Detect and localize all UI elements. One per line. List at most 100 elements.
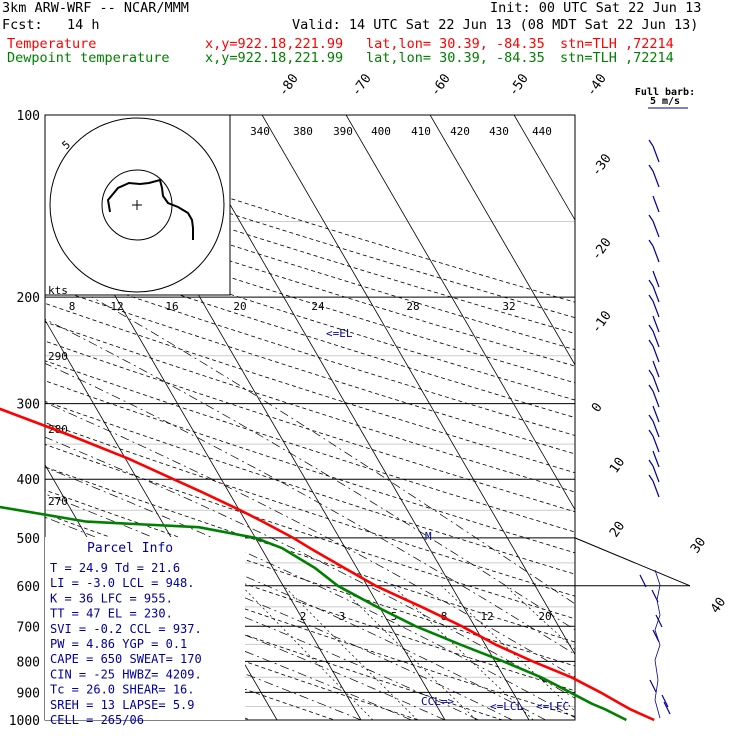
el-marker: <=EL xyxy=(326,327,353,340)
dewpoint-xy: x,y=922.18,221.99 xyxy=(205,50,344,66)
wind-barb xyxy=(652,450,660,468)
wind-barb xyxy=(652,315,660,333)
parcel-info-line: LI = -3.0 LCL = 948. xyxy=(50,576,195,590)
temperature-tick-label: 20 xyxy=(607,519,628,540)
parcel-box xyxy=(45,537,245,720)
dewpoint-legend-label: Dewpoint temperature xyxy=(7,50,170,66)
pressure-tick-label: 900 xyxy=(17,686,40,701)
model-title: 3km ARW-WRF -- NCAR/MMM xyxy=(2,0,189,16)
theta-label: 440 xyxy=(532,125,552,138)
wind-barb-feather xyxy=(648,279,654,287)
wind-barb-feather xyxy=(648,294,654,302)
temperature-line xyxy=(0,407,655,722)
wind-barb xyxy=(652,480,660,498)
barb-legend-title: Full barb: xyxy=(635,87,695,98)
mixing-ratio-label: 20 xyxy=(538,610,551,623)
dry-adiabat-line xyxy=(45,321,575,493)
ccl-marker: CCL=> xyxy=(421,695,454,708)
temperature-tick-label: 40 xyxy=(708,595,729,616)
wind-barb xyxy=(652,195,660,213)
wind-barb xyxy=(652,300,660,318)
wind-barb xyxy=(652,330,660,348)
parcel-title: Parcel Info xyxy=(87,541,173,556)
parcel-info-line: TT = 47 EL = 230. xyxy=(50,607,173,621)
wind-barb xyxy=(652,220,660,238)
parcel-info-line: Tc = 26.0 SHEAR= 16. xyxy=(50,683,195,697)
mixing-ratio-label: 2 xyxy=(300,610,307,623)
parcel-info-line: CAPE = 650 SWEAT= 170 xyxy=(50,652,202,666)
dry-adiabat-line xyxy=(45,466,575,643)
pressure-tick-label: 400 xyxy=(17,473,40,488)
theta-label: 420 xyxy=(450,125,470,138)
lfc-marker: <=LFC xyxy=(536,700,569,713)
wind-barb-feather xyxy=(648,474,654,482)
pressure-tick-label: 1000 xyxy=(9,714,40,729)
temperature-xy: x,y=922.18,221.99 xyxy=(205,36,344,52)
wind-barb-feather xyxy=(648,164,654,172)
temperature-tick-label: -40 xyxy=(584,71,610,99)
parcel-info-line: SVI = -0.2 CCL = 937. xyxy=(50,622,202,636)
mixing-ratio-line xyxy=(338,585,477,720)
dewpoint-station: stn=TLH ,72214 xyxy=(560,50,674,66)
wind-barb xyxy=(649,679,657,693)
theta-e-label: 16 xyxy=(165,300,178,313)
pressure-tick-label: 200 xyxy=(17,291,40,306)
valid-time: Valid: 14 UTC Sat 22 Jun 13 (08 MDT Sat … xyxy=(292,17,699,33)
theta-label: 400 xyxy=(371,125,391,138)
dry-adiabat-line xyxy=(45,489,575,667)
temperature-tick-label: -30 xyxy=(589,151,615,179)
theta-e-label: 12 xyxy=(110,300,123,313)
theta-e-label: 24 xyxy=(311,300,325,313)
theta-label: 430 xyxy=(489,125,509,138)
dry-adiabat-line xyxy=(45,249,575,419)
isotherm-line xyxy=(345,115,575,511)
theta-e-label: 28 xyxy=(406,300,419,313)
theta-label: 340 xyxy=(250,125,270,138)
wind-barb-feather xyxy=(648,214,654,222)
wind-barb xyxy=(652,405,660,423)
mixing-ratio-line xyxy=(241,585,374,720)
theta-e-label: 8 xyxy=(69,300,76,313)
m-marker: M xyxy=(425,530,432,543)
isotherm-line xyxy=(429,115,575,366)
theta-label: 380 xyxy=(293,125,313,138)
wind-barb xyxy=(652,465,660,483)
dry-adiabat-line xyxy=(45,284,575,455)
mixing-ratio-label: 12 xyxy=(480,610,493,623)
wind-barb xyxy=(652,145,660,163)
wind-staff-line xyxy=(654,569,661,719)
dry-adiabat-line xyxy=(45,267,575,436)
temperature-tick-label: 30 xyxy=(688,535,709,556)
wind-barb xyxy=(652,360,660,378)
pressure-tick-label: 300 xyxy=(17,398,40,413)
parcel-info-line: PW = 4.86 YGP = 0.1 xyxy=(50,637,187,651)
wind-barb xyxy=(652,170,660,188)
temperature-tick-label: -50 xyxy=(506,71,532,99)
temperature-tick-label: -20 xyxy=(589,235,615,263)
forecast-hour: Fcst: 14 h xyxy=(2,17,100,33)
wind-barb-feather xyxy=(648,369,654,377)
wind-barb xyxy=(652,345,660,363)
wind-barb xyxy=(652,420,660,438)
wind-barb xyxy=(639,574,647,588)
moist-adiabat-line xyxy=(45,537,479,720)
temperature-legend-label: Temperature xyxy=(7,36,97,52)
temperature-latlon: lat,lon= 30.39, -84.35 xyxy=(366,36,545,52)
dry-adiabat-line xyxy=(45,302,575,474)
pressure-tick-label: 600 xyxy=(17,580,40,595)
temperature-tick-label: 0 xyxy=(589,400,606,415)
pressure-tick-label: 700 xyxy=(17,620,40,635)
mixing-ratio-label: 3 xyxy=(339,610,346,623)
theta-e-label: 32 xyxy=(502,300,515,313)
temperature-tick-label: -80 xyxy=(276,71,302,99)
hodograph-kts-label: kts xyxy=(48,284,68,297)
theta-left-label: 290 xyxy=(48,350,68,363)
wind-barb xyxy=(652,375,660,393)
wind-barb xyxy=(652,435,660,453)
temperature-tick-label: -10 xyxy=(589,308,615,336)
parcel-info-line: CIN = -25 HWBZ= 4209. xyxy=(50,667,202,681)
theta-left-label: 270 xyxy=(48,495,68,508)
mixing-ratio-line xyxy=(283,585,418,720)
